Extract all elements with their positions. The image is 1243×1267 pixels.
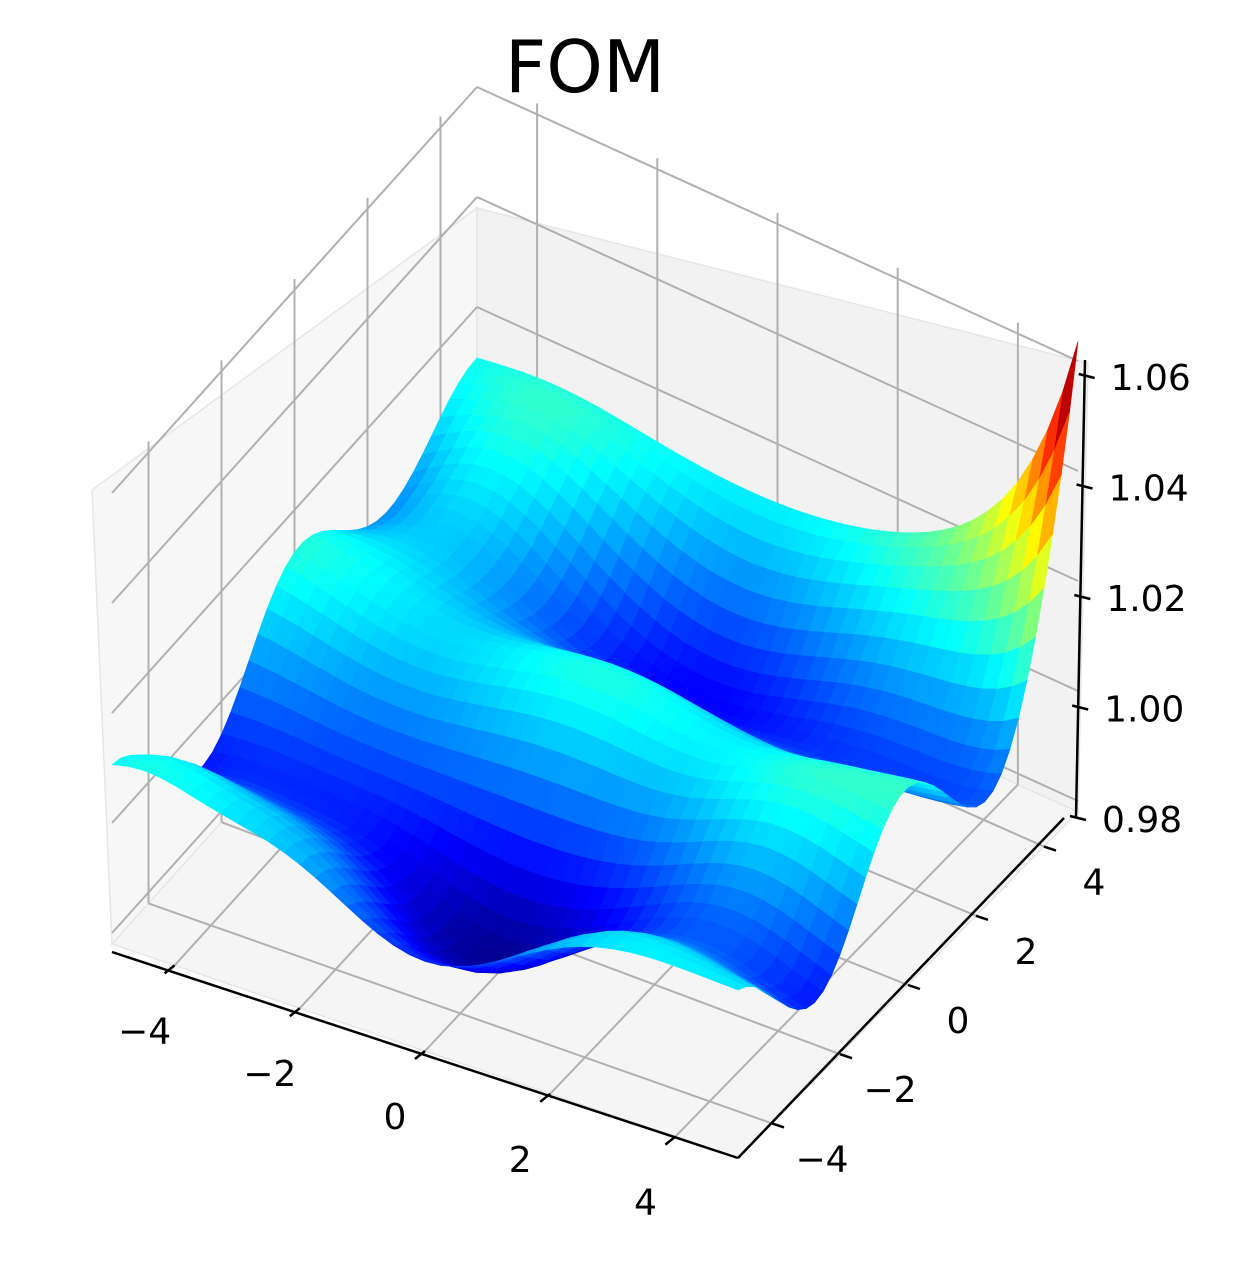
y-tick-mark	[907, 983, 921, 991]
x-tick-label: 0	[384, 1097, 407, 1138]
y-tick-mark	[1043, 845, 1057, 852]
z-tick-mark	[1078, 372, 1095, 380]
gridline	[476, 196, 1079, 472]
y-tick-label: −4	[795, 1139, 848, 1180]
x-ticks: −4 −2 0 2 4	[118, 964, 677, 1224]
gridline	[111, 306, 478, 714]
surface	[111, 341, 1079, 1011]
y-tick-mark	[839, 1053, 853, 1060]
z-axis-line	[1074, 359, 1087, 819]
z-tick-mark	[1076, 483, 1093, 490]
x-tick-label: 4	[634, 1183, 657, 1224]
z-tick-label: 0.98	[1102, 800, 1182, 841]
z-tick-mark	[1071, 704, 1089, 711]
chart-title: FOM	[505, 25, 665, 109]
y-tick-label: 0	[947, 1001, 970, 1042]
x-tick-mark	[289, 1007, 301, 1018]
x-tick-label: −4	[118, 1011, 171, 1052]
y-tick-mark	[975, 914, 989, 921]
z-tick-label: 1.06	[1111, 358, 1191, 399]
y-tick-mark	[771, 1122, 785, 1129]
x-tick-label: −2	[243, 1054, 296, 1095]
y-tick-label: 4	[1083, 863, 1106, 904]
gridline	[476, 86, 1079, 362]
x-tick-mark	[664, 1135, 677, 1146]
z-tick-label: 1.04	[1109, 469, 1189, 510]
y-tick-label: 2	[1015, 932, 1038, 973]
z-tick-label: 1.02	[1106, 579, 1186, 620]
x-axis-line	[111, 950, 739, 1160]
gridline	[111, 196, 478, 604]
x-tick-label: 2	[509, 1140, 532, 1181]
x-tick-mark	[163, 964, 176, 975]
gridline	[111, 86, 478, 494]
z-tick-label: 1.00	[1104, 690, 1184, 731]
z-tick-mark	[1069, 814, 1087, 822]
z-tick-mark	[1074, 593, 1091, 601]
y-ticks: −4 −2 0 2 4	[771, 845, 1106, 1180]
y-axis-line	[737, 817, 1065, 1159]
x-tick-mark	[414, 1050, 426, 1060]
surface-patch	[721, 979, 748, 991]
axes	[111, 359, 1087, 1160]
y-tick-label: −2	[863, 1070, 916, 1111]
z-ticks: 0.98 1.00 1.02 1.04 1.06	[1069, 358, 1191, 841]
x-tick-mark	[539, 1092, 551, 1103]
gridline	[148, 902, 773, 1125]
